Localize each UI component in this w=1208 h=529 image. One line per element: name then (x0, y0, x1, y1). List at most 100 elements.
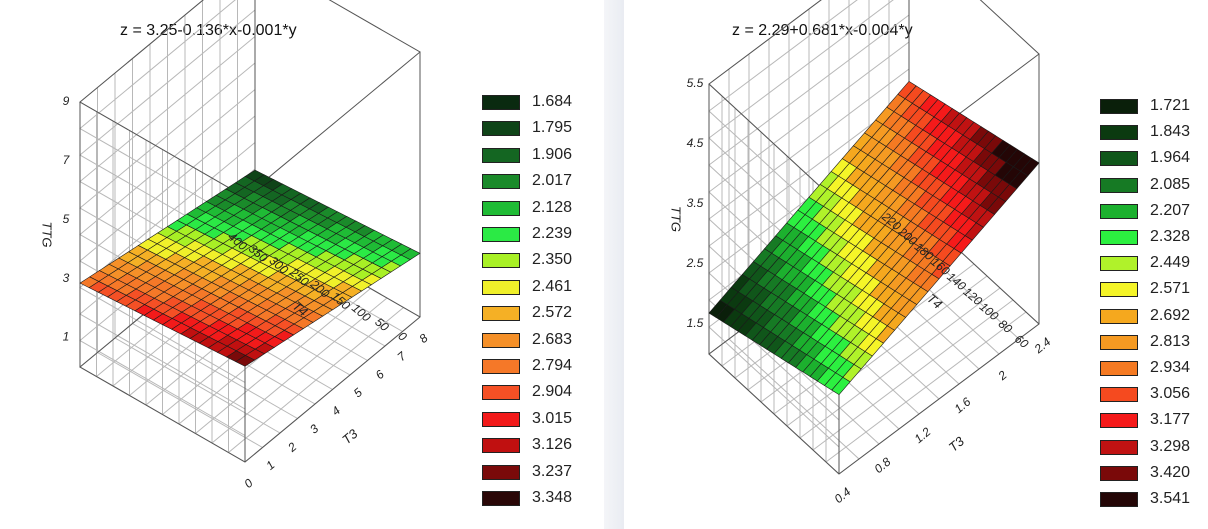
z-tick-label: 2.5 (686, 256, 704, 270)
z-axis-title: TTG (669, 206, 684, 232)
chart-title: z = 2.29+0.681*x-0.004*y (732, 22, 913, 39)
x-tick-label: 1.2 (912, 424, 934, 446)
legend-label: 1.721 (1150, 97, 1191, 114)
legend-swatch (1100, 439, 1138, 455)
x-tick-label: 2 (995, 368, 1010, 384)
legend-label: 2.692 (1150, 306, 1191, 324)
legend-swatch (1100, 203, 1138, 219)
x-tick-label: 0.8 (872, 454, 894, 476)
legend-label: 3.177 (1150, 411, 1191, 429)
legend-swatch (482, 279, 520, 295)
x-tick-label: 3 (307, 421, 321, 436)
legend-label: 2.128 (532, 198, 573, 216)
surface-cell (400, 248, 421, 260)
x-axis-title: T3 (339, 426, 361, 448)
panel-divider (604, 0, 624, 529)
legend-swatch (482, 306, 520, 322)
x-tick-label: 6 (373, 367, 387, 382)
x-tick-label: 1.6 (952, 394, 974, 416)
y-axis-title: T4 (290, 298, 311, 319)
z-tick-label: 7 (63, 153, 71, 167)
legend-swatch (1100, 413, 1138, 429)
z-tick-label: 4.5 (687, 136, 704, 150)
chart-left: z = 3.25-0.136*x-0.001*y 0 1 2 3 4 5 6 7 8 0 50 100… (40, 0, 573, 506)
x-tick-label: 1 (263, 458, 277, 473)
legend-label: 3.541 (1150, 490, 1191, 507)
legend-swatch (1100, 308, 1138, 324)
legend-swatch (1100, 99, 1138, 114)
y-tick-label: 100 (349, 301, 374, 325)
legend-label: 2.085 (1150, 175, 1191, 193)
legend-label: 2.449 (1150, 254, 1191, 272)
z-tick-label: 9 (63, 94, 70, 108)
surface-plot: 01234567805010015020025030035040013579T3… (40, 0, 431, 491)
legend-label: 3.348 (532, 489, 573, 506)
legend-label: 3.126 (532, 436, 573, 454)
x-tick-label: 8 (416, 331, 430, 346)
legend-swatch (1100, 282, 1138, 298)
legend-swatch (1100, 125, 1138, 141)
legend-label: 2.461 (532, 277, 573, 295)
legend-label: 1.964 (1150, 149, 1191, 167)
chart-right: z = 2.29+0.681*x-0.004*y 0.4 0.8 1.2 1.6 2 2.… (624, 0, 1208, 529)
legend-label: 1.843 (1150, 123, 1191, 141)
legend-swatch (482, 174, 520, 190)
legend-swatch (482, 253, 520, 269)
legend-label: 2.571 (1150, 280, 1191, 298)
x-tick-label: 4 (329, 403, 343, 418)
legend-label: 2.572 (532, 304, 573, 322)
legend-swatch (1100, 177, 1138, 193)
x-tick-label: 7 (395, 348, 410, 364)
legend-label: 2.813 (1150, 332, 1191, 350)
legend-label: 3.420 (1150, 463, 1191, 481)
legend-label: 2.239 (532, 225, 573, 242)
legend-label: 3.015 (532, 409, 573, 427)
legend-label: 2.207 (1150, 201, 1191, 219)
legend-label: 1.684 (532, 93, 573, 110)
legend-label: 3.237 (532, 462, 573, 480)
legend-label: 2.350 (532, 251, 573, 269)
surface-plot: 0.40.81.21.622.4608010012014016018020022… (669, 0, 1054, 506)
y-tick-label: 0 (395, 329, 409, 344)
z-tick-label: 3 (63, 271, 70, 285)
x-tick-label: 2 (284, 439, 299, 455)
legend-label: 2.934 (1150, 359, 1191, 376)
legend-swatch (482, 491, 520, 506)
legend-swatch (482, 359, 520, 374)
z-tick-label: 5 (63, 212, 70, 226)
legend-swatch (482, 332, 520, 348)
legend-swatch (482, 227, 520, 242)
y-axis-title: T4 (924, 291, 945, 312)
legend-label: 2.017 (532, 172, 573, 190)
x-axis-title: T3 (946, 433, 968, 455)
x-tick-label: 2.4 (1031, 334, 1054, 356)
legend-swatch (482, 411, 520, 427)
legend-swatch (1100, 465, 1138, 481)
legend-swatch (482, 121, 520, 137)
chart-title: z = 3.25-0.136*x-0.001*y (120, 22, 297, 39)
legend-label: 2.683 (532, 330, 573, 348)
legend-label: 3.056 (1150, 385, 1191, 403)
z-tick-label: 1.5 (687, 316, 704, 330)
legend-swatch (482, 385, 520, 401)
x-tick-label: 5 (351, 385, 365, 400)
legend-swatch (482, 464, 520, 480)
legend-swatch (1100, 361, 1138, 376)
legend-swatch (482, 200, 520, 216)
z-tick-label: 3.5 (687, 196, 704, 210)
legend-label: 1.906 (532, 145, 573, 163)
surface (708, 80, 1040, 396)
legend-swatch (1100, 387, 1138, 403)
z-axis-title: TTG (40, 222, 55, 248)
legend-label: 2.328 (1150, 228, 1191, 245)
legend-swatch (482, 147, 520, 163)
legend-swatch (1100, 334, 1138, 350)
legend-swatch (1100, 492, 1138, 507)
legend-swatch (1100, 256, 1138, 272)
legend-swatch (1100, 151, 1138, 167)
legend-swatch (482, 438, 520, 454)
x-tick-label: 0.4 (832, 484, 854, 506)
legend-label: 2.904 (532, 383, 573, 401)
z-tick-label: 5.5 (687, 76, 704, 90)
legend-label: 3.298 (1150, 437, 1191, 455)
